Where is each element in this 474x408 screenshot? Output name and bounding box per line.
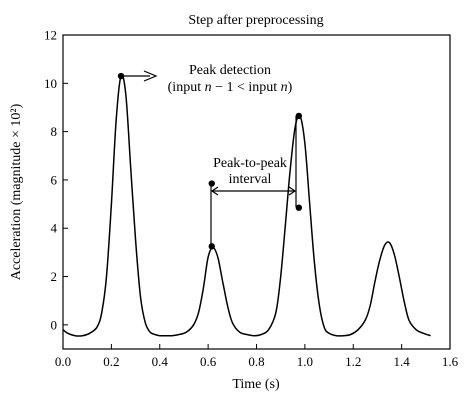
y-tick-label: 8: [51, 124, 58, 139]
x-tick-label: 0.2: [103, 354, 119, 369]
peak-markers: [117, 72, 303, 250]
y-axis-title: Acceleration (magnitude × 10²): [9, 103, 24, 280]
x-axis-title: Time (s): [232, 377, 280, 392]
interval-arrowhead-left: [210, 186, 219, 196]
peak-marker: [295, 112, 303, 120]
y-axis-ticks: 0 2 4 6 8 10 12: [44, 28, 68, 332]
x-tick-label: 1.4: [394, 354, 411, 369]
peak-detection-label: Peak detection: [189, 63, 271, 78]
peak-marker: [208, 180, 215, 187]
peak-marker: [117, 72, 125, 80]
annotation-arrows: [121, 70, 297, 245]
x-tick-label: 1.2: [345, 354, 361, 369]
x-tick-label: 0.6: [200, 354, 217, 369]
x-tick-label: 0.4: [152, 354, 169, 369]
series-line: [62, 74, 431, 337]
y-tick-label: 4: [51, 221, 58, 236]
y-tick-label: 12: [44, 28, 57, 43]
chart-title: Step after preprocessing: [188, 13, 323, 28]
interval-arrowhead-right: [288, 186, 297, 196]
y-tick-label: 2: [51, 269, 58, 284]
peak-detection-arrowhead: [143, 70, 158, 82]
peak-marker: [208, 243, 215, 250]
peak-to-peak-label: Peak-to-peak: [213, 156, 287, 171]
peak-detection-condition: (input n − 1 < input n): [168, 80, 293, 95]
y-tick-label: 10: [44, 76, 57, 91]
x-axis-ticks: 0.0 0.2 0.4 0.6 0.8 1.0 1.2 1.4 1.6: [55, 344, 459, 369]
y-tick-label: 6: [51, 172, 58, 187]
peak-marker: [295, 204, 303, 211]
x-tick-label: 1.0: [297, 354, 313, 369]
x-tick-label: 1.6: [442, 354, 459, 369]
y-tick-label: 0: [51, 317, 58, 332]
x-tick-label: 0.8: [248, 354, 264, 369]
interval-label: interval: [229, 172, 272, 187]
x-tick-label: 0.0: [55, 354, 71, 369]
